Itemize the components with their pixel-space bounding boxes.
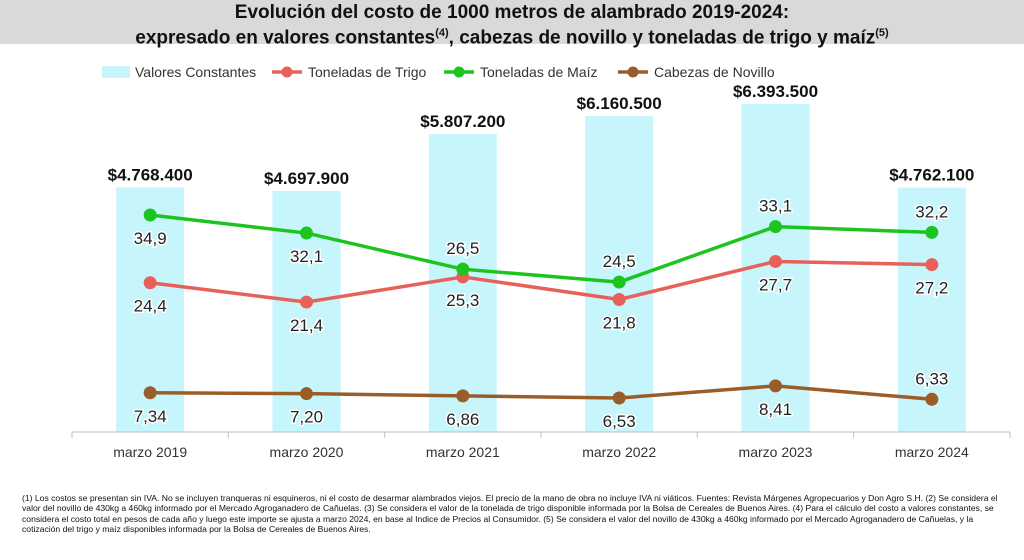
data-label-cabezas-de-novillo: 7,20 bbox=[290, 408, 323, 427]
point-toneladas-de-trigo bbox=[300, 295, 313, 309]
x-tick-label: marzo 2019 bbox=[113, 444, 187, 460]
bar-value-label: $6.160.500 bbox=[577, 94, 662, 113]
point-toneladas-de-trigo bbox=[769, 254, 782, 268]
data-label-toneladas-de-trigo: 27,7 bbox=[759, 275, 792, 294]
data-label-cabezas-de-novillo: 6,86 bbox=[446, 410, 479, 429]
point-toneladas-de-maiz bbox=[143, 208, 157, 222]
bar-value-label: $5.807.200 bbox=[420, 112, 505, 131]
data-label-toneladas-de-trigo: 21,4 bbox=[290, 316, 323, 335]
data-label-toneladas-de-maiz: 33,1 bbox=[759, 197, 792, 216]
point-toneladas-de-maiz bbox=[925, 225, 939, 239]
point-toneladas-de-maiz bbox=[300, 226, 313, 240]
data-label-cabezas-de-novillo: 8,41 bbox=[759, 400, 792, 419]
data-label-toneladas-de-trigo: 21,8 bbox=[603, 314, 636, 333]
data-label-cabezas-de-novillo: 6,33 bbox=[915, 369, 948, 388]
legend-swatch-valores-constantes bbox=[102, 66, 130, 78]
line-toneladas-de-maiz bbox=[149, 213, 932, 284]
data-label-toneladas-de-trigo: 27,2 bbox=[915, 279, 948, 298]
data-label-toneladas-de-maiz: 24,5 bbox=[603, 252, 636, 271]
data-label-toneladas-de-maiz: 32,1 bbox=[290, 247, 323, 266]
chart-title-line2-text2: , cabezas de novillo y toneladas de trig… bbox=[448, 27, 876, 49]
line-cabezas-de-novillo bbox=[150, 384, 932, 402]
x-tick-label: marzo 2024 bbox=[895, 444, 969, 460]
x-tick-label: marzo 2020 bbox=[270, 444, 344, 460]
data-label-cabezas-de-novillo: 7,34 bbox=[134, 407, 167, 426]
point-toneladas-de-trigo bbox=[143, 276, 157, 290]
x-tick-label: marzo 2022 bbox=[582, 444, 656, 460]
chart-title-sup-5: (5) bbox=[875, 27, 889, 39]
footnote: (1) Los costos se presentan sin IVA. No … bbox=[22, 493, 998, 535]
point-cabezas-de-novillo bbox=[769, 379, 782, 393]
point-toneladas-de-trigo bbox=[925, 258, 939, 272]
point-toneladas-de-maiz bbox=[456, 262, 470, 276]
point-toneladas-de-trigo bbox=[612, 293, 626, 307]
legend-label: Valores Constantes bbox=[135, 64, 256, 80]
bar-value-label: $4.697.900 bbox=[264, 169, 349, 188]
point-cabezas-de-novillo bbox=[300, 387, 313, 401]
chart-title-line2-text: expresado en valores constantes bbox=[135, 27, 436, 49]
chart-area: $4.768.400 $4.697.900 $5.807.200 $6.160.500… bbox=[71, 64, 1011, 460]
bar-value-label: $6.393.500 bbox=[733, 82, 818, 101]
data-label-toneladas-de-maiz: 34,9 bbox=[134, 229, 167, 248]
line-toneladas-de-trigo bbox=[149, 259, 932, 304]
bar-value-label: $4.762.100 bbox=[889, 166, 974, 185]
legend-label: Toneladas de Trigo bbox=[308, 64, 427, 80]
chart-title-line1: Evolución del costo de 1000 metros de al… bbox=[234, 2, 790, 23]
data-label-cabezas-de-novillo: 6,53 bbox=[603, 412, 636, 431]
point-cabezas-de-novillo bbox=[612, 391, 626, 405]
legend-label: Toneladas de Maíz bbox=[480, 64, 598, 80]
legend-marker-cabezas-de-novillo bbox=[627, 66, 639, 78]
data-label-toneladas-de-maiz: 32,2 bbox=[915, 202, 948, 221]
point-toneladas-de-maiz bbox=[612, 275, 626, 289]
point-cabezas-de-novillo bbox=[925, 392, 939, 406]
legend-marker-toneladas-de-maiz bbox=[453, 66, 465, 78]
data-label-toneladas-de-trigo: 24,4 bbox=[134, 297, 167, 316]
point-toneladas-de-maiz bbox=[769, 220, 782, 234]
legend-label: Cabezas de Novillo bbox=[654, 64, 775, 80]
x-tick-label: marzo 2021 bbox=[426, 444, 500, 460]
point-cabezas-de-novillo bbox=[456, 389, 470, 403]
chart-title-sup-4: (4) bbox=[435, 27, 449, 39]
chart-title-line2: expresado en valores constantes(4), cabe… bbox=[0, 22, 1024, 49]
data-label-toneladas-de-trigo: 25,3 bbox=[446, 291, 479, 310]
title-band bbox=[0, 0, 1024, 44]
x-tick-label: marzo 2023 bbox=[739, 444, 813, 460]
data-label-toneladas-de-maiz: 26,5 bbox=[446, 239, 479, 258]
bar-value-label: $4.768.400 bbox=[108, 165, 193, 184]
legend-marker-toneladas-de-trigo bbox=[281, 66, 293, 78]
point-cabezas-de-novillo bbox=[143, 386, 157, 400]
